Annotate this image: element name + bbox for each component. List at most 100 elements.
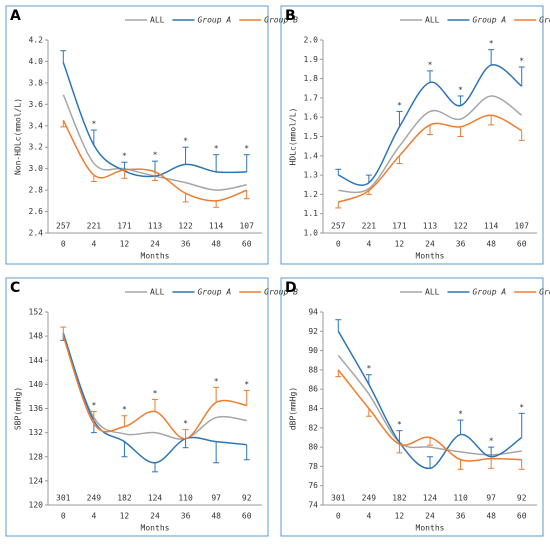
x-tick-label: 48 xyxy=(211,240,221,249)
significance-marker: * xyxy=(489,437,494,446)
count-label: 221 xyxy=(362,222,377,231)
legend-label: ALL xyxy=(425,16,440,25)
y-tick-label: 88 xyxy=(308,365,318,374)
x-axis-label: Months xyxy=(141,524,170,533)
count-label: 257 xyxy=(56,222,71,231)
count-label: 182 xyxy=(392,494,407,503)
legend-label: Group A xyxy=(472,288,506,297)
y-tick-label: 4.0 xyxy=(29,57,44,66)
significance-marker: * xyxy=(122,405,127,414)
count-label: 107 xyxy=(239,222,254,231)
count-label: 92 xyxy=(517,494,527,503)
x-tick-label: 36 xyxy=(181,512,191,521)
y-tick-label: 144 xyxy=(29,356,44,365)
y-tick-label: 1.6 xyxy=(304,113,319,122)
series-line xyxy=(338,95,523,194)
significance-marker: * xyxy=(519,403,524,412)
x-axis-label: Months xyxy=(416,252,445,261)
significance-marker: * xyxy=(428,60,433,69)
y-tick-label: 1.2 xyxy=(304,190,319,199)
x-tick-label: 4 xyxy=(91,512,96,521)
panel: A 2.4 2.6 2.8 3.0 3.2 3.4 3.6 3.8 4.0 4.2 Non-HDLc(… xyxy=(5,5,298,265)
count-label: 171 xyxy=(117,222,132,231)
x-tick-label: 60 xyxy=(517,240,527,249)
x-tick-label: 24 xyxy=(425,512,435,521)
y-tick-label: 92 xyxy=(308,327,318,336)
y-tick-label: 1.7 xyxy=(304,93,319,102)
count-label: 92 xyxy=(242,494,252,503)
count-label: 110 xyxy=(178,494,193,503)
significance-marker: * xyxy=(153,389,158,398)
significance-marker: * xyxy=(122,152,127,161)
y-tick-label: 90 xyxy=(308,346,318,355)
significance-marker: * xyxy=(489,39,494,48)
y-tick-label: 3.8 xyxy=(29,78,44,87)
significance-marker: * xyxy=(153,151,158,160)
y-tick-label: 80 xyxy=(308,443,318,452)
y-tick-label: 1.5 xyxy=(304,132,319,141)
significance-marker: * xyxy=(244,144,249,153)
y-axis-label: Non-HDLc(mmol/L) xyxy=(14,98,23,175)
y-tick-label: 128 xyxy=(29,452,44,461)
significance-marker: * xyxy=(91,120,96,129)
panel-letter: C xyxy=(10,280,20,296)
y-tick-label: 148 xyxy=(29,332,44,341)
y-tick-label: 2.6 xyxy=(29,207,44,216)
x-tick-label: 12 xyxy=(120,240,130,249)
legend-label: Group A xyxy=(472,16,506,25)
count-label: 114 xyxy=(209,222,224,231)
x-tick-label: 0 xyxy=(61,240,66,249)
y-tick-label: 82 xyxy=(308,423,318,432)
count-label: 249 xyxy=(87,494,102,503)
x-tick-label: 12 xyxy=(395,240,405,249)
y-tick-label: 84 xyxy=(308,404,318,413)
x-axis-label: Months xyxy=(141,252,170,261)
x-tick-label: 24 xyxy=(150,240,160,249)
significance-marker: * xyxy=(397,420,402,429)
x-axis-label: Months xyxy=(416,524,445,533)
legend-label: ALL xyxy=(425,288,440,297)
y-tick-label: 3.0 xyxy=(29,164,44,173)
count-label: 122 xyxy=(178,222,193,231)
y-axis-label: HDLc(mmol/L) xyxy=(289,108,298,166)
x-tick-label: 4 xyxy=(366,240,371,249)
x-tick-label: 60 xyxy=(242,512,252,521)
x-tick-label: 4 xyxy=(91,240,96,249)
significance-marker: * xyxy=(183,137,188,146)
panel-letter: A xyxy=(10,8,21,24)
y-tick-label: 1.8 xyxy=(304,74,319,83)
legend-label: ALL xyxy=(150,288,165,297)
panel-frame xyxy=(5,5,269,265)
y-tick-label: 4.2 xyxy=(29,36,44,45)
y-tick-label: 3.2 xyxy=(29,143,44,152)
x-tick-label: 36 xyxy=(181,240,191,249)
count-label: 113 xyxy=(148,222,163,231)
y-tick-label: 2.4 xyxy=(29,229,44,238)
panel: D7476788082848688909294dBP(mmHg)03014249… xyxy=(280,277,550,537)
series-line xyxy=(62,335,247,440)
y-tick-label: 74 xyxy=(308,501,318,510)
y-tick-label: 76 xyxy=(308,481,318,490)
y-tick-label: 132 xyxy=(29,428,44,437)
series-line xyxy=(62,335,247,440)
y-tick-label: 1.3 xyxy=(304,171,319,180)
y-tick-label: 86 xyxy=(308,385,318,394)
significance-marker: * xyxy=(458,85,463,94)
significance-marker: * xyxy=(91,401,96,410)
legend-label: Group B xyxy=(539,16,550,25)
significance-marker: * xyxy=(458,410,463,419)
y-tick-label: 1.1 xyxy=(304,209,319,218)
significance-marker: * xyxy=(214,377,219,386)
y-tick-label: 2.0 xyxy=(304,36,319,45)
x-tick-label: 12 xyxy=(120,512,130,521)
count-label: 124 xyxy=(423,494,438,503)
y-axis-label: SBP(mmHg) xyxy=(14,387,23,430)
x-tick-label: 24 xyxy=(425,240,435,249)
x-tick-label: 60 xyxy=(517,512,527,521)
legend-label: ALL xyxy=(150,16,165,25)
y-tick-label: 140 xyxy=(29,380,44,389)
panel: B 1.0 1.1 1.2 1.3 1.4 1.5 1.6 1.7 1.8 1.9 2.0 HDLc(m… xyxy=(280,5,550,265)
panel-frame xyxy=(5,277,269,537)
y-tick-label: 1.9 xyxy=(304,55,319,64)
x-tick-label: 36 xyxy=(456,512,466,521)
